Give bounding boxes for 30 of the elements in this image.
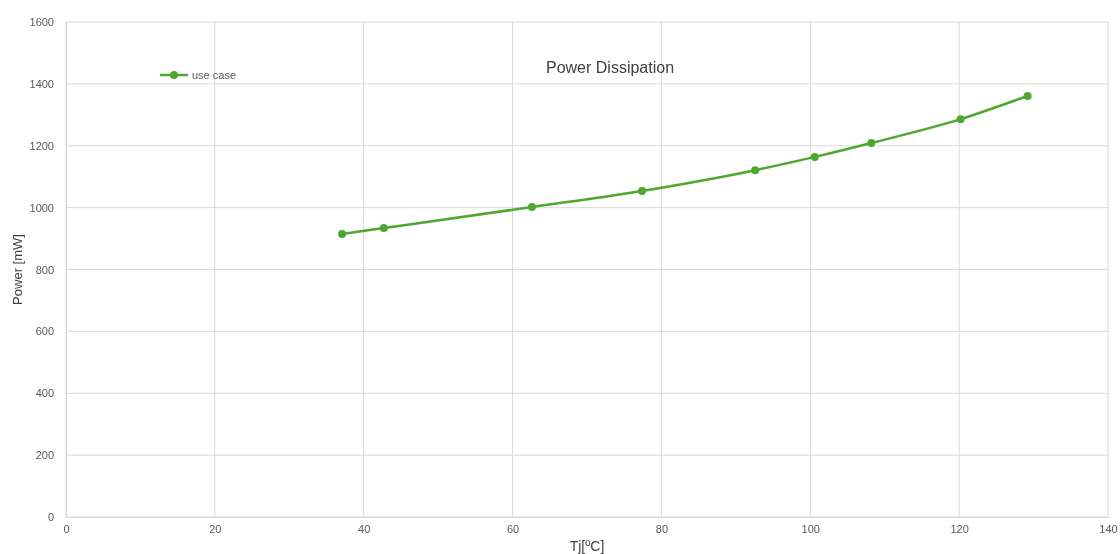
x-tick-label: 100 xyxy=(801,522,820,535)
y-tick-label: 1600 xyxy=(29,16,54,29)
point xyxy=(379,224,388,233)
x-tick-label: 20 xyxy=(209,522,222,535)
x-tick-label: 120 xyxy=(950,522,969,535)
y-tick-label: 400 xyxy=(35,387,54,400)
point xyxy=(751,166,760,175)
x-tick-label: 40 xyxy=(358,522,371,535)
x-tick-label: 60 xyxy=(506,522,520,535)
point xyxy=(1023,91,1032,100)
point xyxy=(810,152,819,161)
y-tick-label: 0 xyxy=(47,511,54,524)
legend-label: use case xyxy=(192,69,237,81)
x-tick-label: 140 xyxy=(1099,522,1118,535)
y-tick-label: 200 xyxy=(35,449,54,462)
y-tick-label: 1200 xyxy=(29,139,54,152)
x-axis-title: Tj[ºC] xyxy=(569,538,605,554)
y-axis-title: Power [mW] xyxy=(10,234,25,305)
point xyxy=(527,203,536,211)
y-tick-label: 1400 xyxy=(29,77,54,90)
point xyxy=(638,186,647,195)
point xyxy=(867,138,876,147)
point xyxy=(338,229,347,238)
y-tick-label: 600 xyxy=(35,325,54,338)
y-tick-label: 800 xyxy=(35,263,54,276)
x-tick-label: 0 xyxy=(63,522,70,535)
y-tick-label: 1000 xyxy=(29,201,54,214)
point xyxy=(956,115,965,124)
text: Power Dissipation xyxy=(545,59,675,76)
x-tick-label: 80 xyxy=(655,522,669,535)
